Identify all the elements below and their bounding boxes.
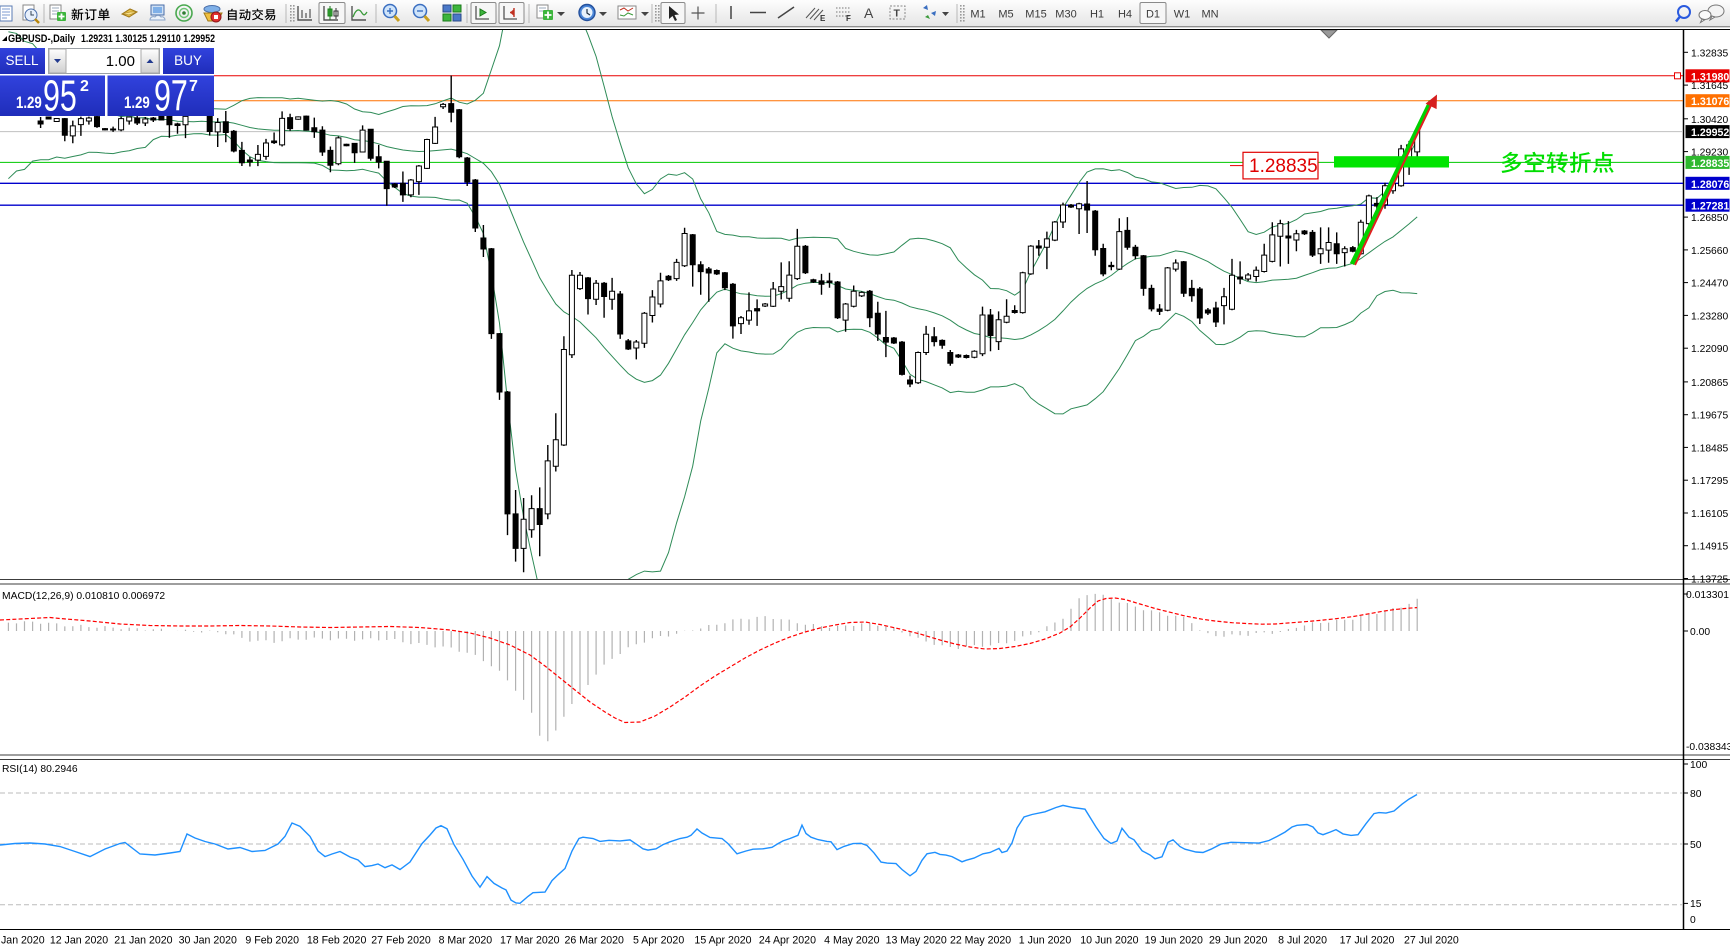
- svg-text:M30: M30: [1055, 9, 1076, 21]
- svg-text:17 Mar 2020: 17 Mar 2020: [500, 935, 560, 947]
- svg-text:50: 50: [1690, 840, 1702, 851]
- svg-text:GBPUSD-,Daily: GBPUSD-,Daily: [8, 33, 75, 45]
- svg-text:1.23280: 1.23280: [1691, 311, 1728, 322]
- svg-text:18 Feb 2020: 18 Feb 2020: [307, 935, 367, 947]
- svg-text:1.31645: 1.31645: [1691, 81, 1728, 92]
- svg-text:80: 80: [1690, 789, 1702, 800]
- svg-text:BUY: BUY: [174, 53, 202, 68]
- svg-text:15: 15: [1690, 899, 1702, 910]
- svg-text:F: F: [846, 14, 851, 23]
- svg-text:MACD(12,26,9) 0.010810 0.00697: MACD(12,26,9) 0.010810 0.006972: [2, 591, 165, 602]
- svg-text:T: T: [894, 8, 901, 20]
- svg-text:1.29230: 1.29230: [1691, 148, 1728, 159]
- svg-text:1.17295: 1.17295: [1691, 476, 1728, 487]
- svg-text:27 Feb 2020: 27 Feb 2020: [371, 935, 431, 947]
- svg-text:95: 95: [43, 71, 77, 120]
- svg-text:12 Jan 2020: 12 Jan 2020: [50, 935, 108, 947]
- svg-text:MN: MN: [1201, 9, 1218, 21]
- svg-text:1.13725: 1.13725: [1691, 575, 1728, 586]
- svg-text:SELL: SELL: [5, 53, 39, 68]
- svg-text:0.013301: 0.013301: [1686, 590, 1729, 601]
- svg-text:2: 2: [80, 78, 89, 95]
- svg-text:19 Jun 2020: 19 Jun 2020: [1145, 935, 1203, 947]
- svg-text:10 Jun 2020: 10 Jun 2020: [1080, 935, 1138, 947]
- svg-text:H4: H4: [1118, 9, 1132, 21]
- svg-text:0: 0: [1690, 915, 1696, 926]
- svg-text:1.28835: 1.28835: [1691, 158, 1729, 170]
- svg-text:1.29952: 1.29952: [1691, 127, 1729, 139]
- svg-text:1.27281: 1.27281: [1691, 201, 1729, 213]
- svg-text:1.26850: 1.26850: [1691, 213, 1728, 224]
- svg-text:7: 7: [189, 78, 198, 95]
- svg-text:1.22090: 1.22090: [1691, 344, 1728, 355]
- svg-text:21 Jan 2020: 21 Jan 2020: [114, 935, 172, 947]
- svg-text:26 Mar 2020: 26 Mar 2020: [564, 935, 624, 947]
- svg-text:24 Apr 2020: 24 Apr 2020: [759, 935, 816, 947]
- svg-text:1.16105: 1.16105: [1691, 509, 1728, 520]
- svg-text:1.29: 1.29: [16, 94, 42, 113]
- svg-text:17 Jul 2020: 17 Jul 2020: [1340, 935, 1395, 947]
- svg-text:1.29231 1.30125 1.29110 1.2995: 1.29231 1.30125 1.29110 1.29952: [81, 33, 215, 45]
- svg-text:8 Mar 2020: 8 Mar 2020: [439, 935, 493, 947]
- svg-text:1 Jun 2020: 1 Jun 2020: [1019, 935, 1072, 947]
- svg-text:RSI(14) 80.2946: RSI(14) 80.2946: [2, 764, 78, 775]
- svg-text:W1: W1: [1174, 9, 1191, 21]
- svg-text:30 Jan 2020: 30 Jan 2020: [179, 935, 237, 947]
- svg-text:4 May 2020: 4 May 2020: [824, 935, 879, 947]
- svg-text:1.25660: 1.25660: [1691, 246, 1728, 257]
- svg-text:27 Jul 2020: 27 Jul 2020: [1404, 935, 1459, 947]
- svg-text:15 Apr 2020: 15 Apr 2020: [694, 935, 751, 947]
- svg-text:100: 100: [1690, 760, 1707, 771]
- svg-text:1.30420: 1.30420: [1691, 115, 1728, 126]
- svg-text:-0.038343: -0.038343: [1686, 742, 1730, 753]
- svg-text:0.00: 0.00: [1690, 627, 1710, 638]
- svg-text:1.28076: 1.28076: [1691, 179, 1729, 191]
- svg-text:97: 97: [154, 71, 188, 120]
- svg-text:A: A: [864, 5, 874, 21]
- svg-text:1.20865: 1.20865: [1691, 378, 1728, 389]
- svg-text:1.00: 1.00: [106, 53, 135, 70]
- svg-text:D1: D1: [1146, 9, 1160, 21]
- svg-text:1.29: 1.29: [124, 94, 150, 113]
- svg-text:M5: M5: [998, 9, 1013, 21]
- svg-text:M1: M1: [970, 9, 985, 21]
- svg-text:1.19675: 1.19675: [1691, 411, 1728, 422]
- svg-text:H1: H1: [1090, 9, 1104, 21]
- svg-text:E: E: [820, 14, 826, 23]
- svg-text:13 May 2020: 13 May 2020: [886, 935, 947, 947]
- svg-text:Jan 2020: Jan 2020: [1, 935, 45, 947]
- svg-text:M15: M15: [1025, 9, 1046, 21]
- svg-text:9 Feb 2020: 9 Feb 2020: [245, 935, 299, 947]
- svg-text:5 Apr 2020: 5 Apr 2020: [633, 935, 684, 947]
- svg-text:22 May 2020: 22 May 2020: [950, 935, 1011, 947]
- svg-text:1.31076: 1.31076: [1691, 96, 1729, 108]
- svg-text:8 Jul 2020: 8 Jul 2020: [1278, 935, 1327, 947]
- svg-text:1.14915: 1.14915: [1691, 542, 1728, 553]
- svg-text:1.31980: 1.31980: [1691, 71, 1729, 83]
- svg-text:1.32835: 1.32835: [1691, 48, 1728, 59]
- svg-text:29 Jun 2020: 29 Jun 2020: [1209, 935, 1267, 947]
- svg-text:1.28835: 1.28835: [1249, 156, 1318, 177]
- svg-text:1.18485: 1.18485: [1691, 443, 1728, 454]
- svg-text:1.24470: 1.24470: [1691, 279, 1728, 290]
